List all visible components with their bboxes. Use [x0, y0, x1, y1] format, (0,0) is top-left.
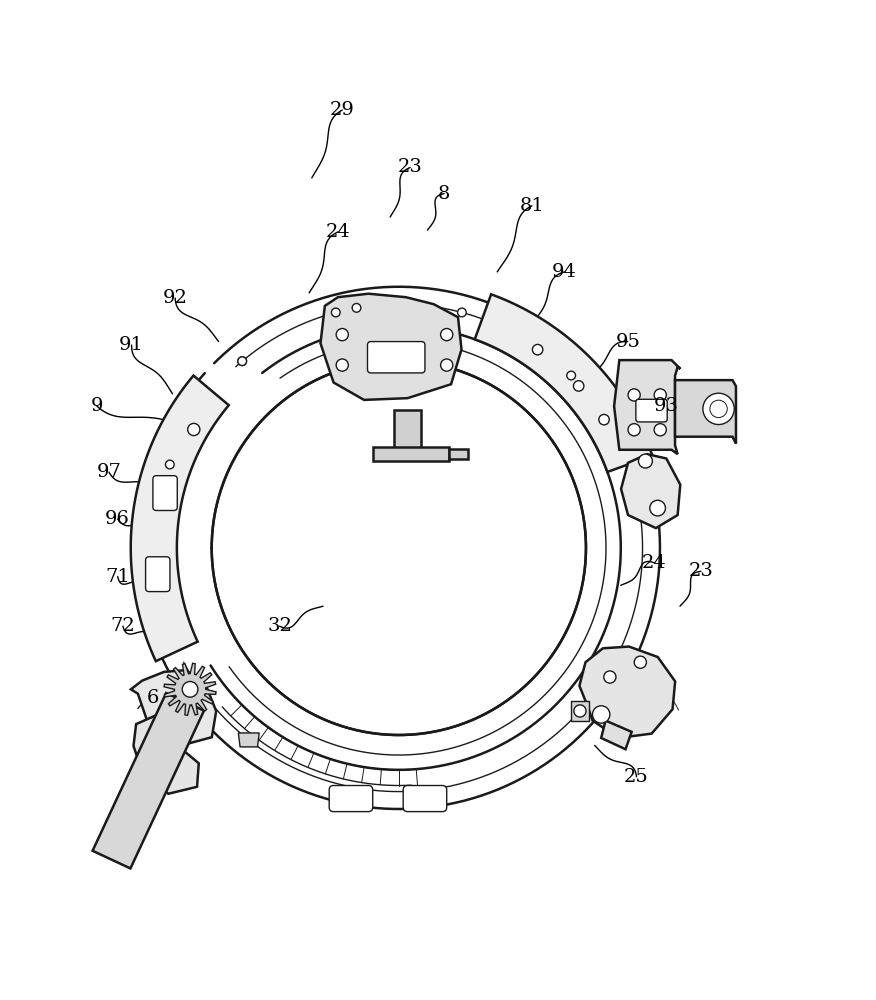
Circle shape: [187, 423, 200, 436]
Text: 72: 72: [110, 617, 135, 635]
Text: 6: 6: [146, 689, 159, 707]
Polygon shape: [621, 454, 681, 528]
Text: 32: 32: [267, 617, 292, 635]
Text: 81: 81: [519, 197, 544, 215]
Circle shape: [634, 656, 646, 668]
Polygon shape: [571, 701, 589, 721]
Text: 96: 96: [105, 510, 131, 528]
Circle shape: [654, 424, 667, 436]
FancyBboxPatch shape: [368, 342, 425, 373]
Polygon shape: [675, 380, 736, 444]
Circle shape: [457, 308, 466, 317]
Text: 8: 8: [438, 185, 450, 203]
Polygon shape: [93, 693, 204, 868]
Circle shape: [567, 371, 576, 380]
Circle shape: [182, 681, 198, 697]
Polygon shape: [372, 447, 449, 461]
Polygon shape: [601, 721, 632, 749]
Polygon shape: [394, 410, 420, 458]
Text: 24: 24: [326, 223, 350, 241]
Circle shape: [639, 454, 653, 468]
Polygon shape: [614, 360, 681, 454]
Polygon shape: [131, 376, 229, 661]
Polygon shape: [475, 294, 653, 472]
FancyBboxPatch shape: [636, 399, 668, 422]
Text: 29: 29: [329, 101, 355, 119]
Circle shape: [628, 424, 640, 436]
Circle shape: [604, 671, 616, 683]
Text: 94: 94: [552, 263, 576, 281]
Circle shape: [237, 357, 246, 366]
Circle shape: [331, 308, 340, 317]
Polygon shape: [579, 647, 675, 738]
FancyBboxPatch shape: [403, 786, 447, 812]
Circle shape: [533, 344, 543, 355]
Text: 9: 9: [90, 397, 103, 415]
FancyBboxPatch shape: [329, 786, 372, 812]
Text: 24: 24: [641, 554, 667, 572]
Text: 91: 91: [119, 336, 144, 354]
Circle shape: [237, 357, 246, 366]
Circle shape: [166, 460, 174, 469]
Circle shape: [650, 500, 666, 516]
Circle shape: [336, 329, 349, 341]
Polygon shape: [321, 294, 462, 400]
Circle shape: [212, 361, 586, 735]
Circle shape: [654, 389, 667, 401]
Circle shape: [157, 477, 173, 494]
Text: 97: 97: [96, 463, 122, 481]
Text: 95: 95: [615, 333, 640, 351]
Circle shape: [710, 400, 727, 418]
Polygon shape: [133, 714, 199, 794]
Circle shape: [441, 329, 453, 341]
Circle shape: [441, 359, 453, 371]
Text: 23: 23: [398, 158, 422, 176]
Circle shape: [336, 359, 349, 371]
Circle shape: [599, 414, 610, 425]
Circle shape: [592, 706, 610, 723]
Polygon shape: [164, 663, 216, 715]
FancyBboxPatch shape: [153, 476, 177, 510]
Polygon shape: [449, 449, 469, 459]
Text: 25: 25: [624, 768, 649, 786]
Circle shape: [352, 304, 361, 312]
Text: 71: 71: [105, 568, 130, 586]
FancyBboxPatch shape: [145, 557, 170, 592]
Text: 92: 92: [163, 289, 187, 307]
Polygon shape: [131, 670, 216, 746]
Text: 93: 93: [653, 397, 679, 415]
Circle shape: [574, 381, 584, 391]
Polygon shape: [238, 733, 259, 747]
Text: 23: 23: [689, 562, 713, 580]
Circle shape: [703, 393, 734, 425]
Circle shape: [628, 389, 640, 401]
Circle shape: [574, 705, 586, 717]
